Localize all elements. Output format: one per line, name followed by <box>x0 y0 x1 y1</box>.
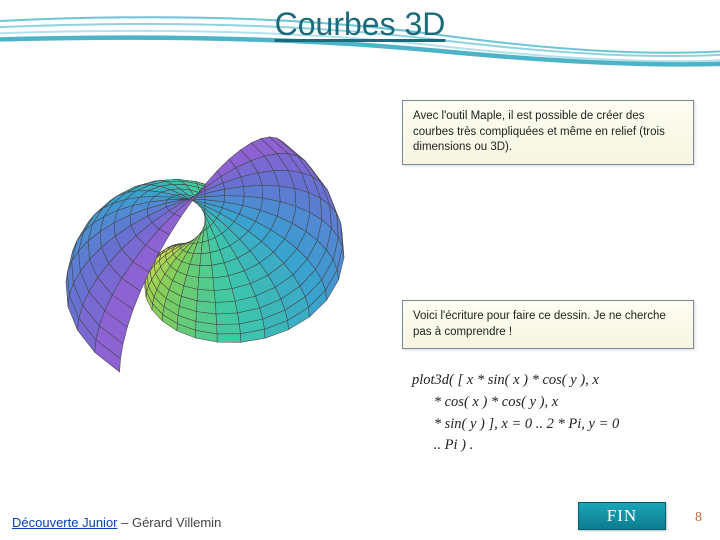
formula-plot3d: plot3d( [ x * sin( x ) * cos( y ), x * c… <box>412 370 702 457</box>
footer-link-text: Découverte Junior <box>12 515 118 530</box>
surface-3d-plot <box>15 65 395 465</box>
formula-line1: plot3d( [ x * sin( x ) * cos( y ), x <box>412 372 599 388</box>
formula-line4: .. Pi ) . <box>434 437 473 453</box>
footer-author: – Gérard Villemin <box>118 515 222 530</box>
caption-maple-intro: Avec l'outil Maple, il est possible de c… <box>402 100 694 165</box>
formula-line2: * cos( x ) * cos( y ), x <box>434 394 558 410</box>
page-number: 8 <box>695 510 702 526</box>
caption-formula-intro: Voici l'écriture pour faire ce dessin. J… <box>402 300 694 349</box>
fin-button[interactable]: FIN <box>578 502 666 530</box>
formula-line3: * sin( y ) ], x = 0 .. 2 * Pi, y = 0 <box>434 416 619 432</box>
page-title: Courbes 3D <box>0 6 720 43</box>
fin-label: FIN <box>607 506 637 526</box>
footer-credit[interactable]: Découverte Junior – Gérard Villemin <box>12 515 221 530</box>
